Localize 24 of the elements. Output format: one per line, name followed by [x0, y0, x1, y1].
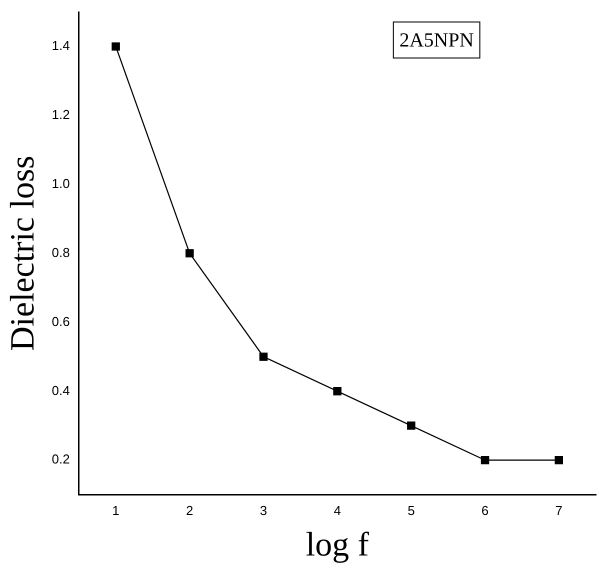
y-axis-title: Dielectric loss	[4, 156, 42, 352]
y-tick-label: 1.4	[52, 38, 70, 54]
y-tick-label: 0.8	[52, 244, 70, 260]
x-tick-label: 2	[186, 502, 194, 518]
y-tick-label: 0.2	[52, 452, 70, 467]
x-tick-label: 1	[112, 502, 120, 518]
x-tick-label: 7	[555, 502, 562, 518]
point	[186, 249, 194, 258]
x-tick-label: 4	[334, 502, 341, 518]
y-tick-label: 1.0	[52, 176, 70, 191]
point	[333, 387, 342, 396]
point	[480, 456, 490, 464]
x-tick-label: 5	[408, 502, 415, 518]
annotation: 2A5NPN	[399, 29, 474, 52]
point	[259, 352, 268, 361]
point	[554, 456, 564, 464]
y-tick-label: 1.2	[52, 106, 70, 122]
point	[407, 422, 416, 430]
x-tick-label: 6	[481, 502, 489, 518]
x-axis-title: log f	[306, 526, 370, 564]
y-tick-label: 0.4	[52, 382, 70, 398]
point	[112, 42, 120, 51]
y-tick-label: 0.6	[52, 314, 70, 329]
x-tick-label: 3	[260, 502, 268, 518]
